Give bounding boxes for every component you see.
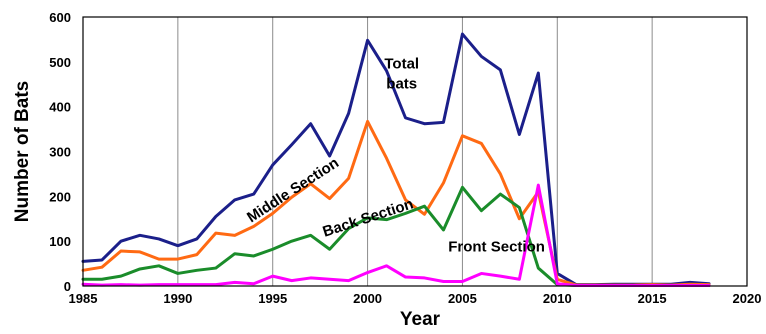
x-tick-label: 2015 xyxy=(638,291,667,306)
y-tick-label: 200 xyxy=(49,189,71,204)
annotation-label: bats xyxy=(386,76,417,93)
x-tick-label: 2005 xyxy=(448,291,477,306)
x-tick-label: 1985 xyxy=(69,291,98,306)
x-tick-label: 1995 xyxy=(258,291,287,306)
annotation-label: Middle Section xyxy=(244,154,342,226)
y-tick-label: 0 xyxy=(64,279,71,294)
x-tick-label: 1990 xyxy=(163,291,192,306)
annotation-label: Total xyxy=(384,56,419,73)
grid-lines xyxy=(177,17,653,286)
annotation-label: Front Section xyxy=(448,238,545,255)
x-axis-title: Year xyxy=(400,309,441,329)
y-tick-label: 500 xyxy=(49,55,71,70)
x-tick-labels: 1985 1990 1995 2000 2005 2010 2015 2020 xyxy=(69,291,762,306)
x-tick-label: 2010 xyxy=(543,291,572,306)
annotation-label: Back Section xyxy=(321,195,416,240)
y-tick-label: 100 xyxy=(49,234,71,249)
y-tick-label: 600 xyxy=(49,10,71,25)
y-tick-labels: 0 100 200 300 400 500 600 xyxy=(49,10,71,294)
x-tick-label: 2000 xyxy=(353,291,382,306)
plot-frame xyxy=(82,16,748,287)
x-tick-label: 2020 xyxy=(733,291,762,306)
y-axis-title: Number of Bats xyxy=(12,81,33,222)
y-tick-label: 300 xyxy=(49,145,71,160)
y-tick-label: 400 xyxy=(49,100,71,115)
